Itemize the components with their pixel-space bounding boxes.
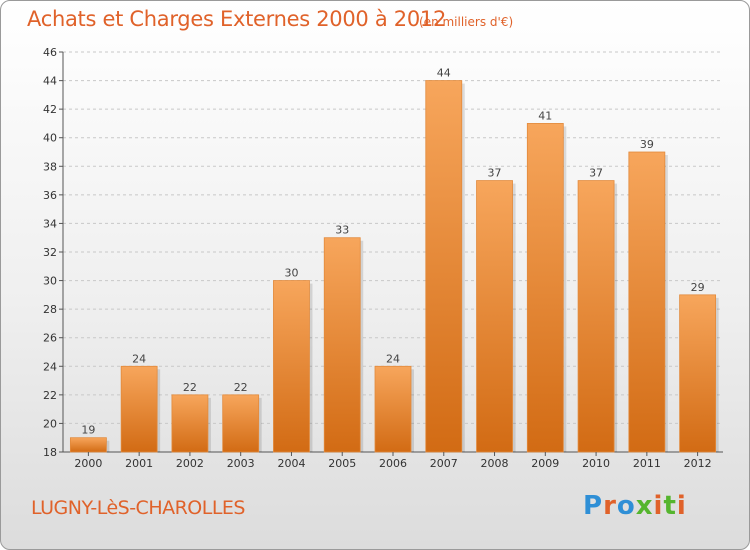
bar: [577, 180, 615, 453]
bar-value-label: 37: [589, 167, 603, 180]
y-tick-label: 24: [43, 360, 57, 373]
y-tick-label: 30: [43, 275, 57, 288]
bar-value-label: 22: [183, 381, 197, 394]
bar: [69, 437, 107, 453]
bar: [120, 365, 158, 453]
bar-value-label: 24: [132, 352, 146, 365]
x-tick-label: 2012: [684, 457, 712, 470]
bar: [526, 123, 564, 453]
x-tick-label: 2006: [379, 457, 407, 470]
logo-letter: t: [663, 491, 677, 521]
bar-value-label: 33: [335, 224, 349, 237]
bar: [628, 151, 666, 453]
chart-title: Achats et Charges Externes 2000 à 2012: [27, 7, 447, 31]
y-tick-label: 38: [43, 160, 57, 173]
x-tick-label: 2001: [125, 457, 153, 470]
bar-value-label: 41: [538, 109, 552, 122]
x-tick-label: 2004: [277, 457, 305, 470]
y-tick-label: 40: [43, 132, 57, 145]
y-tick-label: 36: [43, 189, 57, 202]
y-tick-label: 44: [43, 75, 57, 88]
bar-value-label: 30: [284, 267, 298, 280]
y-tick-label: 34: [43, 217, 57, 230]
y-tick-label: 20: [43, 417, 57, 430]
y-tick-label: 42: [43, 103, 57, 116]
x-tick-label: 2010: [582, 457, 610, 470]
y-tick-label: 32: [43, 246, 57, 259]
y-tick-label: 18: [43, 446, 57, 459]
bar: [323, 237, 361, 453]
logo-letter: i: [653, 491, 664, 521]
bar-value-label: 19: [81, 424, 95, 437]
bar-value-label: 37: [488, 167, 502, 180]
bar: [476, 180, 513, 453]
bar: [273, 280, 310, 453]
bar: [374, 365, 412, 453]
x-tick-label: 2003: [227, 457, 255, 470]
x-tick-label: 2000: [74, 457, 102, 470]
logo-letter: x: [635, 491, 654, 521]
y-tick-label: 46: [43, 46, 57, 59]
bar: [171, 394, 209, 453]
bar-value-label: 22: [234, 381, 248, 394]
y-tick-label: 22: [43, 389, 57, 402]
bar: [425, 80, 463, 453]
x-tick-label: 2005: [328, 457, 356, 470]
logo-letter: P: [583, 491, 604, 521]
x-tick-label: 2007: [430, 457, 458, 470]
y-tick-label: 26: [43, 332, 57, 345]
logo-letter: r: [603, 491, 617, 521]
x-tick-label: 2009: [531, 457, 559, 470]
bar-value-label: 39: [640, 138, 654, 151]
x-tick-label: 2008: [481, 457, 509, 470]
bar-value-label: 24: [386, 352, 400, 365]
y-tick-label: 28: [43, 303, 57, 316]
bar-value-label: 44: [437, 67, 451, 80]
bar: [222, 394, 260, 453]
logo-letter: o: [616, 491, 636, 521]
chart-unit: (en milliers d'€): [419, 15, 514, 29]
logo-letter: i: [676, 491, 687, 521]
bar: [679, 294, 717, 453]
x-tick-label: 2002: [176, 457, 204, 470]
x-tick-label: 2011: [633, 457, 661, 470]
proxiti-logo: Proxiti: [583, 491, 687, 521]
bar-value-label: 29: [691, 281, 705, 294]
commune-name: LUGNY-LèS-CHAROLLES: [31, 497, 246, 519]
